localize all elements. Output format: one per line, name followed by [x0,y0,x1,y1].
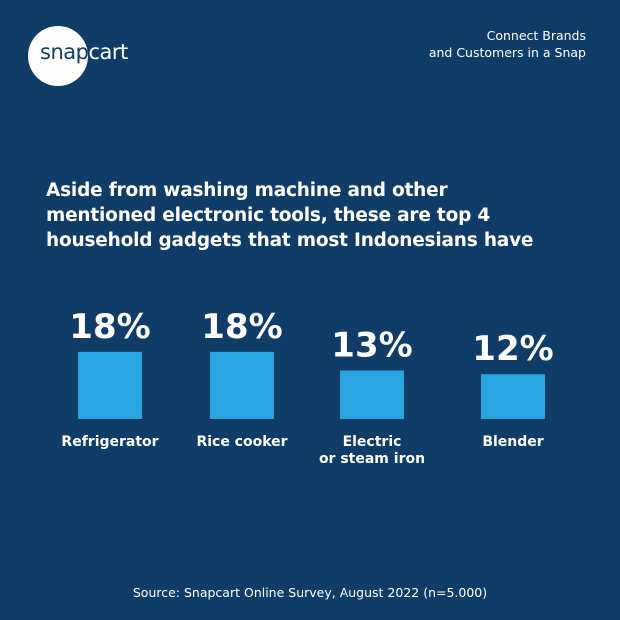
category-label-4: Blender [482,434,543,450]
logo-wordmark-part1: snap [40,40,89,64]
category-label-2: Rice cooker [196,434,287,450]
bar-2 [210,351,274,419]
logo-wordmark-part2: cart [88,40,128,64]
value-label-4: 12% [472,329,553,369]
tagline: Connect Brands and Customers in a Snap [346,27,586,61]
headline-line-2: mentioned electronic tools, these are to… [46,205,491,226]
bar-3 [340,370,404,419]
bar-4 [481,374,545,419]
value-label-2: 18% [201,307,282,347]
chart-headline: Aside from washing machine and other men… [46,178,606,253]
category-label-3-line-1: Electric [343,434,402,450]
bar-1 [78,351,142,419]
headline-line-3: household gadgets that most Indonesians … [46,230,534,251]
value-label-1: 18% [69,307,150,347]
tagline-line-2: and Customers in a Snap [428,45,586,60]
source-note: Source: Snapcart Online Survey, August 2… [132,585,488,600]
logo-circle [28,26,88,86]
value-label-3: 13% [331,326,412,366]
snapcart-logo: snapcart [28,26,128,86]
category-label-1: Refrigerator [61,434,158,450]
headline-line-1: Aside from washing machine and other [46,180,448,201]
category-label-3-line-2: or steam iron [319,451,425,467]
tagline-line-1: Connect Brands [486,28,586,43]
logo-wordmark: snapcart [40,40,128,64]
